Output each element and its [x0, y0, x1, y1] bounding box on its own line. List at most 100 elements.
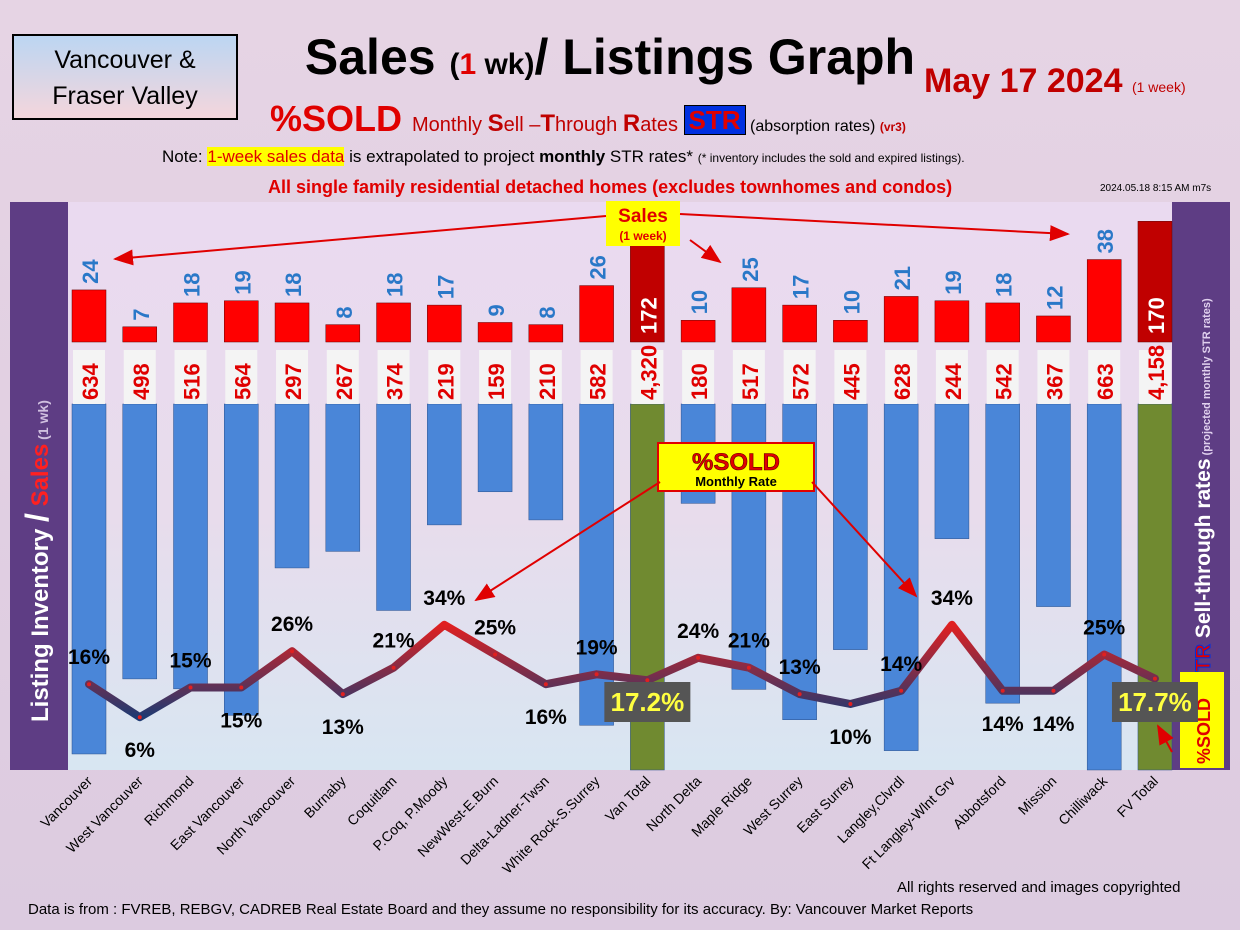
inventory-label: 564 [230, 363, 255, 400]
subtitle-r: R [622, 110, 641, 137]
sales-label: 8 [535, 306, 560, 318]
title-part-d: wk) [476, 48, 535, 81]
sales-label: 10 [839, 290, 864, 314]
sales-bar [325, 324, 361, 343]
sales-bar [477, 322, 513, 343]
inventory-label-bg [529, 350, 562, 404]
str-label: 21% [728, 630, 770, 653]
sales-label: 172 [636, 297, 661, 334]
note-bold: monthly [539, 147, 606, 166]
inventory-label-bg [834, 350, 867, 404]
inventory-bar [883, 403, 919, 751]
inventory-label: 219 [433, 363, 458, 400]
sales-bar [71, 289, 107, 343]
sales-label: 12 [1042, 285, 1067, 309]
note-a: Note: [162, 147, 208, 166]
str-label: 24% [677, 620, 719, 643]
subtitle-m3: hrough [555, 114, 623, 136]
str-point [848, 702, 853, 706]
inventory-label: 572 [789, 363, 814, 400]
sold-callout: %SOLD Monthly Rate [474, 442, 1174, 753]
str-label: 16% [68, 646, 110, 669]
inventory-label: 663 [1093, 363, 1118, 400]
inventory-label: 542 [992, 363, 1017, 400]
sales-label: 25 [738, 257, 763, 281]
sales-bar [1086, 259, 1122, 343]
str-point [899, 688, 904, 693]
str-point [391, 665, 396, 670]
region-line-2: Fraser Valley [52, 82, 198, 110]
str-point [949, 622, 954, 627]
inventory-bar [325, 403, 361, 552]
str-label: 13% [779, 656, 821, 679]
inventory-label: 498 [129, 363, 154, 400]
category-label: Mission [1015, 773, 1060, 818]
inventory-label: 634 [78, 363, 103, 400]
inventory-label-bg [732, 350, 765, 404]
category-label: White Rock-S.Surrey [499, 773, 603, 877]
left-axis-slash: / [19, 513, 55, 522]
str-label: 15% [220, 710, 262, 733]
note-line: Note: 1-week sales data is extrapolated … [162, 147, 965, 167]
inventory-bar [427, 403, 462, 526]
sales-label: 17 [433, 275, 458, 299]
chart-subtitle: %SOLD Monthly Sell –Through Rates STR (a… [270, 98, 906, 140]
sold-callout-sub: Monthly Rate [695, 474, 777, 489]
sales-label: 170 [1144, 297, 1169, 334]
inventory-label: 582 [586, 363, 611, 400]
str-label: 34% [931, 587, 973, 610]
inventory-label-bg [1037, 350, 1070, 404]
str-point [594, 672, 599, 677]
inventory-bar [934, 403, 970, 539]
chart-description: All single family residential detached h… [268, 177, 953, 197]
str-point [645, 678, 650, 683]
inventory-label-bg [986, 350, 1019, 404]
sales-bar [427, 304, 462, 343]
inventory-label-bg [1088, 350, 1121, 404]
str-label: 14% [880, 653, 922, 676]
left-axis-small: (1 wk) [35, 400, 51, 444]
str-line [85, 620, 1159, 722]
inventory-label: 159 [484, 363, 509, 400]
inventory-label: 180 [687, 363, 712, 400]
inventory-bar [1036, 403, 1071, 607]
sales-bar [528, 324, 564, 343]
sales-arrow-mid [689, 239, 722, 264]
report-date: May 17 2024 (1 week) [924, 62, 1186, 101]
inventory-bar [274, 403, 310, 569]
inventory-label: 374 [383, 363, 408, 400]
sales-bar [579, 285, 614, 343]
inventory-label-bg [783, 350, 816, 404]
note-c: STR rates* [605, 147, 698, 166]
sales-bar [680, 320, 716, 343]
category-label: Van Total [602, 773, 654, 825]
left-axis-panel: Listing Inventory / Sales (1 wk) [10, 202, 68, 770]
inventory-label-bg [73, 350, 105, 404]
subtitle-m1: Monthly [412, 114, 488, 136]
sales-bar [782, 304, 817, 343]
category-label: FV Total [1114, 773, 1161, 820]
sales-bar [833, 320, 868, 343]
title-part-a: Sales [304, 29, 450, 85]
str-point [188, 685, 193, 690]
str-label: 14% [982, 713, 1024, 736]
str-label: 19% [576, 636, 618, 659]
sales-arrow-left [113, 215, 607, 266]
str-point [87, 682, 91, 687]
str-label: 25% [474, 617, 516, 640]
sales-bar [985, 302, 1020, 343]
sales-bar [883, 296, 919, 343]
sales-arrow-right [679, 213, 1070, 242]
sales-label: 26 [586, 255, 611, 279]
str-label: 16% [525, 706, 567, 729]
sales-bar [274, 302, 310, 343]
inventory-bar [122, 403, 158, 680]
chart-title: Sales (1 wk)/ Listings Graph [250, 28, 970, 86]
sales-label: 10 [687, 290, 712, 314]
version-label: (vr3) [879, 120, 906, 134]
str-point [493, 652, 498, 657]
str-label: 21% [373, 630, 415, 653]
str-point [442, 622, 447, 627]
sales-bar [1036, 315, 1071, 343]
region-line-1: Vancouver & [54, 46, 196, 74]
